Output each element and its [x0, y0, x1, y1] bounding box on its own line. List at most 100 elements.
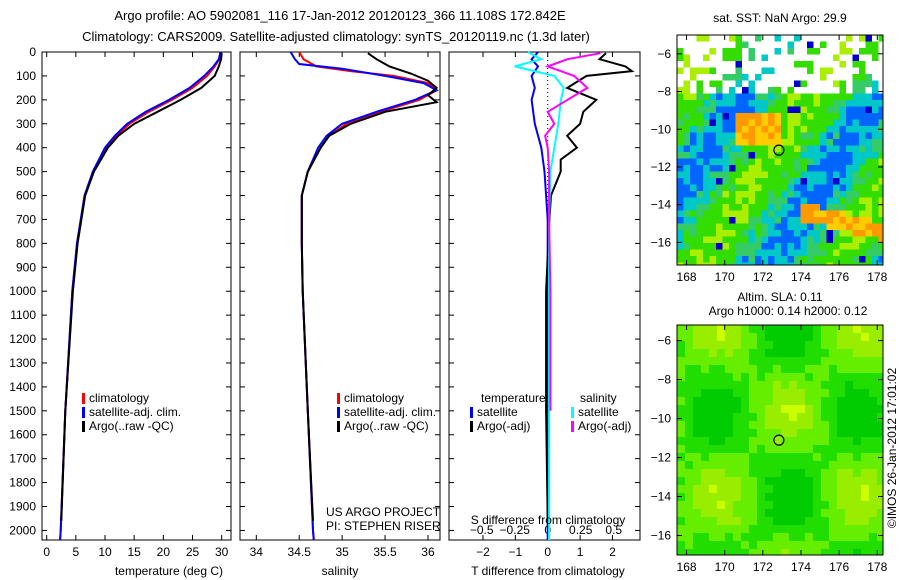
map-cell — [722, 236, 729, 243]
map-cell — [690, 41, 697, 48]
map-cell — [813, 145, 820, 152]
map-cell — [794, 223, 801, 230]
map-cell — [829, 405, 837, 413]
map-cell — [774, 230, 781, 237]
map-cell — [865, 171, 872, 178]
map-cell — [781, 421, 789, 429]
map-cell — [869, 421, 877, 429]
map-cell — [852, 243, 859, 250]
map-cell — [820, 74, 827, 81]
map-cell — [774, 145, 781, 152]
map-cell — [725, 373, 733, 381]
map-cell — [787, 87, 794, 94]
map-cell — [742, 165, 749, 172]
map-cell — [722, 61, 729, 68]
map-cell — [829, 349, 837, 357]
map-cell — [768, 152, 775, 159]
map-cell — [781, 477, 789, 485]
map-cell — [781, 493, 789, 501]
map-cell — [757, 397, 765, 405]
map-cell — [742, 223, 749, 230]
map-cell — [869, 357, 877, 365]
x-tick-label: 0 — [544, 545, 551, 559]
map-cell — [821, 373, 829, 381]
map-cell — [859, 158, 866, 165]
map-cell — [877, 397, 883, 405]
map-cell — [878, 41, 883, 48]
map-cell — [813, 525, 821, 533]
map-cell — [861, 325, 869, 333]
map-cell — [677, 119, 684, 126]
map-cell — [722, 204, 729, 211]
map-cell — [826, 100, 833, 107]
s-tick-label: −0.25 — [500, 523, 531, 537]
map-cell — [859, 61, 866, 68]
map-cell — [837, 405, 845, 413]
map-cell — [765, 541, 773, 549]
map-cell — [677, 397, 685, 405]
map-cell — [717, 389, 725, 397]
map-cell — [861, 485, 869, 493]
map-cell — [709, 184, 716, 191]
map-cell — [765, 525, 773, 533]
map-cell — [869, 453, 877, 461]
map-cell — [813, 256, 820, 263]
map-cell — [872, 165, 879, 172]
map-cell — [696, 132, 703, 139]
map-cell — [696, 145, 703, 152]
map-cell — [833, 100, 840, 107]
map-cell — [749, 493, 757, 501]
map-cell — [677, 93, 684, 100]
map-cell — [749, 373, 757, 381]
map-cell — [865, 243, 872, 250]
temperature-panel: 0 5 10 15 20 25 300100200300400500600700800900… — [9, 45, 232, 559]
map-cell — [833, 165, 840, 172]
map-cell — [690, 74, 697, 81]
map-cell — [872, 210, 879, 217]
map-cell — [709, 61, 716, 68]
map-cell — [853, 405, 861, 413]
map-cell — [749, 533, 757, 541]
map-cell — [761, 178, 768, 185]
map-cell — [742, 230, 749, 237]
map-cell — [872, 184, 879, 191]
map-cell — [774, 204, 781, 211]
map-cell — [813, 461, 821, 469]
map-cell — [733, 445, 741, 453]
map-cell — [807, 132, 814, 139]
map-cell — [807, 197, 814, 204]
map-cell — [821, 453, 829, 461]
map-cell — [794, 126, 801, 133]
map-cell — [833, 145, 840, 152]
map-cell — [729, 54, 736, 61]
map-cell — [865, 191, 872, 198]
map-cell — [677, 405, 685, 413]
map-cell — [800, 80, 807, 87]
map-cell — [859, 145, 866, 152]
map-cell — [685, 509, 693, 517]
map-cell — [781, 549, 789, 555]
map-cell — [701, 357, 709, 365]
map-cell — [677, 477, 685, 485]
map-cell — [683, 243, 690, 250]
map-cell — [807, 204, 814, 211]
map-cell — [813, 48, 820, 55]
map-cell — [677, 501, 685, 509]
map-cell — [829, 541, 837, 549]
map-cell — [755, 74, 762, 81]
map-cell — [757, 357, 765, 365]
map-cell — [826, 165, 833, 172]
map-cell — [701, 405, 709, 413]
map-cell — [696, 210, 703, 217]
map-cell — [761, 139, 768, 146]
map-cell — [813, 333, 821, 341]
map-cell — [748, 210, 755, 217]
map-cell — [865, 262, 872, 265]
map-cell — [709, 357, 717, 365]
map-cell — [742, 67, 749, 74]
map-cell — [800, 178, 807, 185]
map-cell — [781, 357, 789, 365]
map-cell — [709, 119, 716, 126]
legend-label: Argo(..raw -QC) — [344, 419, 429, 433]
map-cell — [693, 533, 701, 541]
